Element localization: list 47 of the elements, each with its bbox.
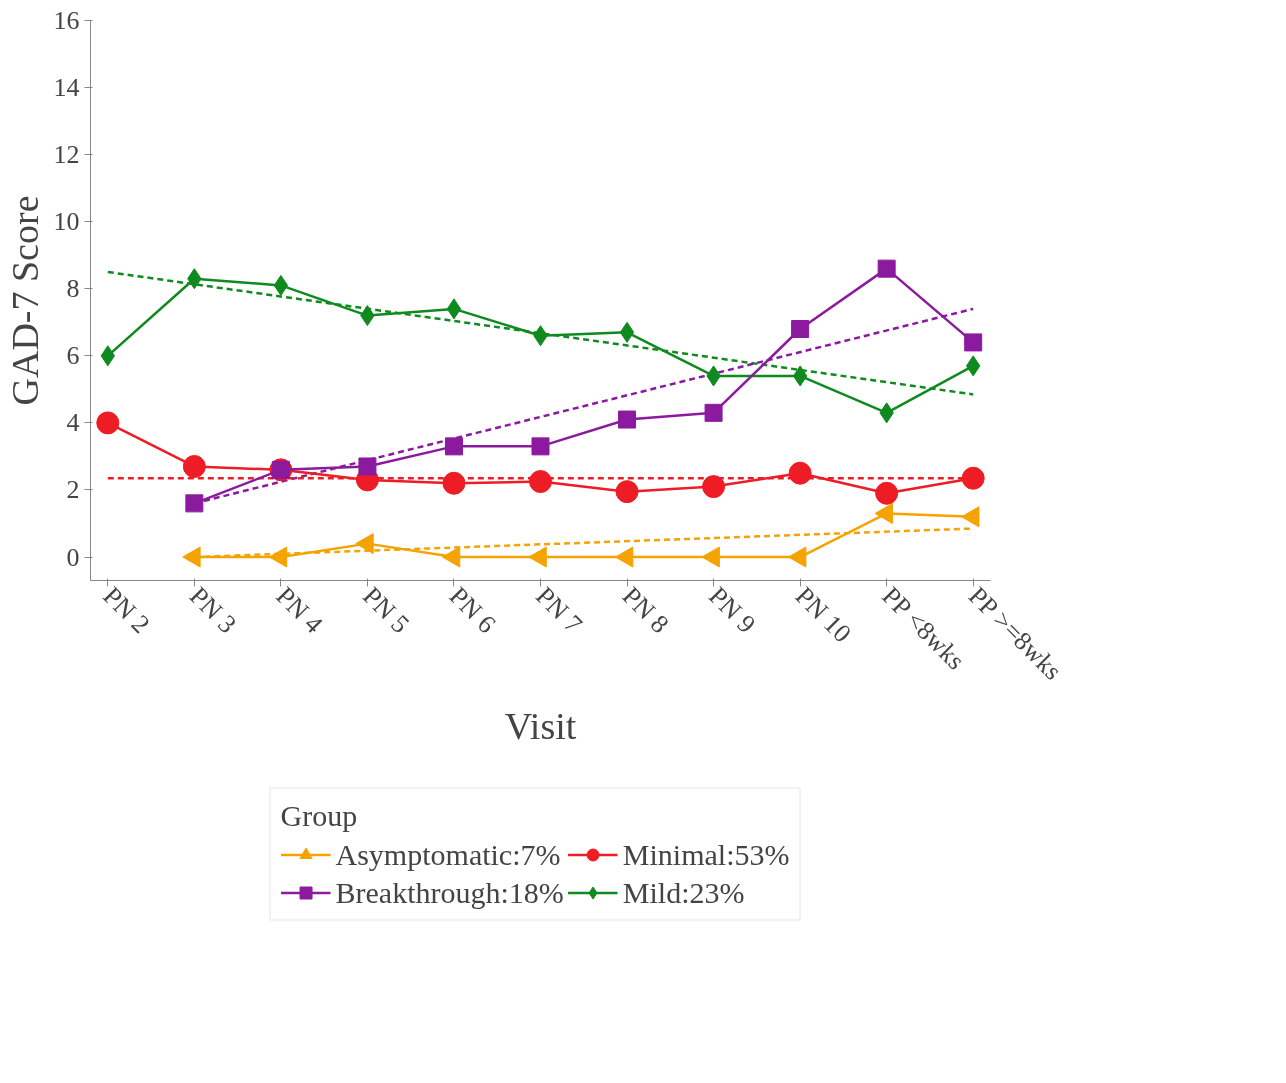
point: [96, 411, 120, 435]
point: [788, 461, 812, 485]
point: [875, 481, 899, 505]
legend-label: Mild:23%: [622, 875, 745, 910]
y-tick-label: 0: [66, 542, 80, 572]
x-axis-title: Visit: [504, 704, 577, 747]
point: [442, 471, 466, 495]
point: [185, 494, 204, 513]
point: [961, 466, 985, 490]
point: [618, 410, 637, 429]
y-tick-label: 6: [66, 341, 80, 371]
y-tick-label: 2: [66, 475, 80, 505]
legend-label: Breakthrough:18%: [335, 875, 564, 910]
y-tick-label: 8: [66, 274, 80, 304]
point: [619, 321, 635, 343]
point: [446, 298, 462, 320]
x-tick-label: PN 2: [97, 581, 156, 640]
y-tick-label: 10: [53, 207, 80, 237]
legend-title: Group: [280, 798, 359, 833]
legend-label: Asymptomatic:7%: [335, 837, 561, 872]
y-tick-label: 4: [66, 408, 80, 438]
point: [273, 274, 289, 296]
x-tick-label: PN 10: [789, 581, 857, 649]
x-tick-label: PN 5: [357, 581, 415, 640]
legend-label: Minimal:53%: [622, 837, 790, 872]
point: [182, 455, 206, 478]
y-tick-label: 12: [53, 140, 80, 170]
x-tick-label: PN 6: [443, 581, 502, 640]
x-tick-label: PN 8: [616, 581, 675, 640]
point: [531, 437, 550, 456]
point: [444, 437, 463, 456]
y-tick-label: 14: [53, 73, 80, 103]
point: [964, 333, 983, 352]
point: [529, 470, 552, 494]
x-tick-label: PN 9: [703, 581, 762, 640]
point: [704, 403, 723, 422]
x-tick-label: PN 3: [184, 581, 242, 640]
x-tick-label: PN 7: [530, 581, 589, 640]
point: [877, 259, 896, 278]
y-tick-label: 16: [53, 6, 80, 35]
point: [702, 475, 726, 499]
y-axis-title: GAD-7 Score: [3, 195, 46, 406]
point: [791, 320, 810, 338]
point: [792, 365, 808, 387]
point: [615, 480, 639, 504]
x-tick-label: PN 4: [270, 581, 329, 640]
point: [358, 457, 377, 476]
